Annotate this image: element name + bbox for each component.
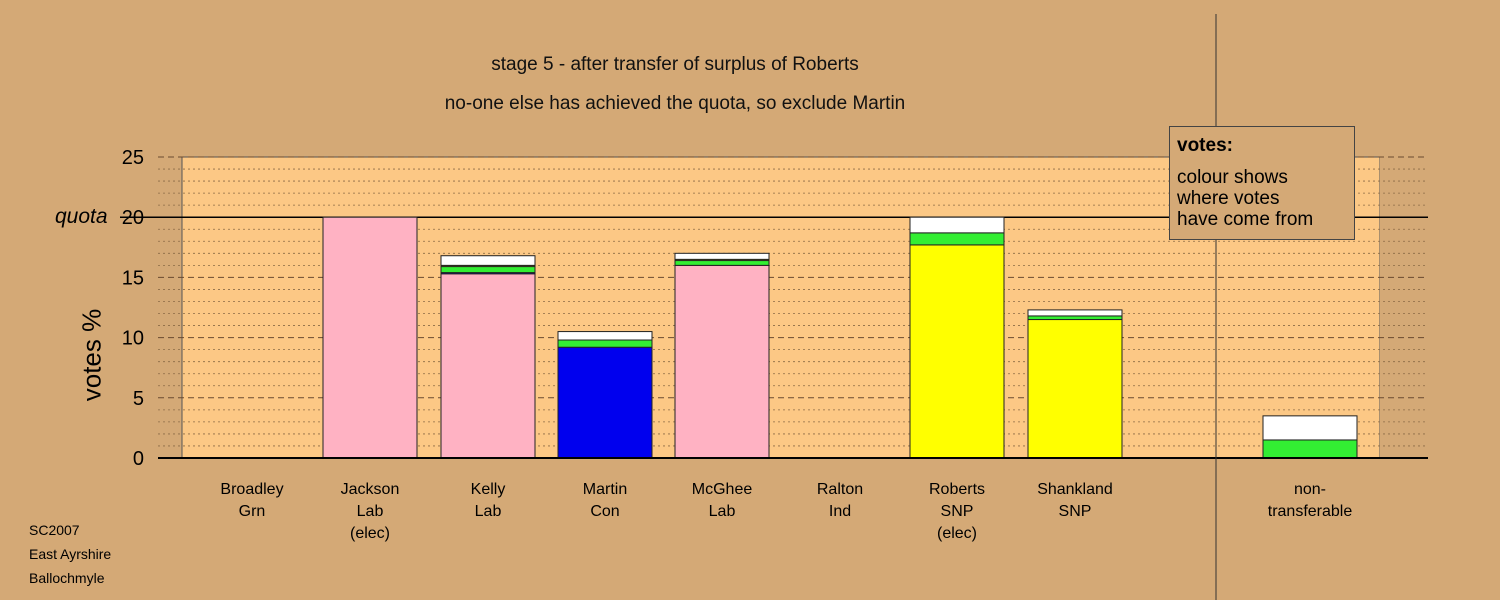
bar-segment xyxy=(1027,315,1123,321)
source-label: Ballochmyle xyxy=(29,570,105,586)
x-tick-label: McGhee xyxy=(692,481,753,498)
bar-segment xyxy=(1027,319,1123,459)
y-tick-label: 20 xyxy=(122,207,144,229)
x-tick-label: Con xyxy=(590,503,619,520)
x-tick-label: Ralton xyxy=(817,481,863,498)
x-tick-label: (elec) xyxy=(350,525,390,542)
y-tick-label: 0 xyxy=(133,448,144,470)
x-tick-label: transferable xyxy=(1268,503,1353,520)
bar-segment xyxy=(440,273,536,459)
bar-segment xyxy=(674,260,770,266)
y-tick-label: 25 xyxy=(122,147,144,169)
x-tick-label: Martin xyxy=(583,481,627,498)
y-tick-label: 10 xyxy=(122,328,144,350)
y-tick-label: 5 xyxy=(133,388,144,410)
bar-segment xyxy=(557,346,653,459)
x-tick-label: (elec) xyxy=(937,525,977,542)
source-label: SC2007 xyxy=(29,522,80,538)
bar-segment xyxy=(909,232,1005,246)
bar-segment xyxy=(557,339,653,348)
x-tick-label: SNP xyxy=(941,503,974,520)
x-tick-label: Roberts xyxy=(929,481,985,498)
x-tick-label: Broadley xyxy=(220,481,283,498)
chart-subtitle: no-one else has achieved the quota, so e… xyxy=(444,93,906,114)
x-tick-label: SNP xyxy=(1059,503,1092,520)
y-tick-label: 15 xyxy=(122,267,144,289)
bar-segment xyxy=(1027,309,1123,317)
bar-segment xyxy=(909,216,1005,234)
legend-heading: votes: xyxy=(1177,135,1233,156)
y-axis-label: votes % xyxy=(76,308,107,402)
legend-line: where votes xyxy=(1177,188,1280,209)
bar-segment xyxy=(1262,415,1358,441)
legend-line: colour shows xyxy=(1177,167,1288,188)
x-tick-label: non- xyxy=(1294,481,1326,498)
bar-segment xyxy=(440,266,536,274)
x-tick-label: Lab xyxy=(709,503,736,520)
x-tick-label: Lab xyxy=(357,503,384,520)
x-tick-label: Lab xyxy=(475,503,502,520)
x-tick-label: Kelly xyxy=(471,481,506,498)
legend-line: have come from xyxy=(1177,209,1314,230)
bar-segment xyxy=(557,331,653,341)
legend: votes: colour shows where votes have com… xyxy=(1169,126,1355,240)
bar-segment xyxy=(322,216,418,459)
x-tick-label: Grn xyxy=(239,503,266,520)
chart-title: stage 5 - after transfer of surplus of R… xyxy=(491,54,859,75)
plot-margin xyxy=(1380,157,1428,458)
x-tick-label: Jackson xyxy=(341,481,400,498)
x-tick-label: Ind xyxy=(829,503,851,520)
bar-segment xyxy=(440,255,536,266)
x-tick-label: Shankland xyxy=(1037,481,1113,498)
bar-segment xyxy=(1262,439,1358,459)
bar-segment xyxy=(909,244,1005,459)
source-label: East Ayrshire xyxy=(29,546,112,562)
quota-label: quota xyxy=(55,205,108,228)
bar-segment xyxy=(674,252,770,260)
bar-segment xyxy=(674,264,770,459)
